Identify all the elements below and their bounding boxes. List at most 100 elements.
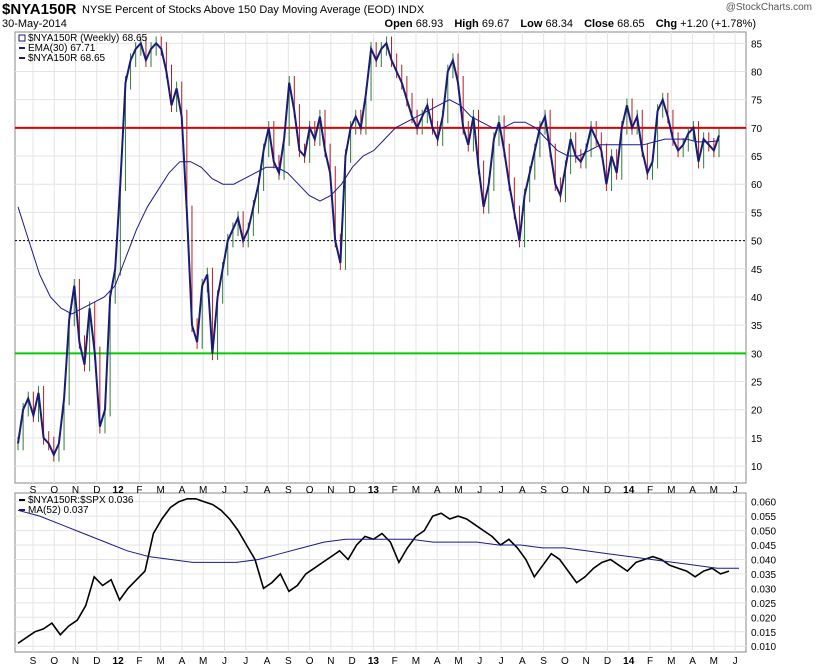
x-tick-label: D xyxy=(349,485,356,496)
x-tick-label: D xyxy=(93,485,100,496)
low-label: Low xyxy=(520,18,543,30)
x-tick-label: J xyxy=(243,485,248,496)
chart-title: NYSE Percent of Stocks Above 150 Day Mov… xyxy=(82,4,425,16)
x-tick-label: A xyxy=(519,485,526,496)
x-tick-label: N xyxy=(327,656,334,667)
legend-entry: EMA(30) 67.71 xyxy=(28,43,96,54)
stockcharts-watermark[interactable]: @StockCharts.com xyxy=(725,2,812,13)
x-tick-label: O xyxy=(561,485,569,496)
x-tick-label: 14 xyxy=(623,656,635,667)
symbol-label: $NYA150R xyxy=(2,1,77,18)
x-tick-label: D xyxy=(604,656,611,667)
x-tick-label: 12 xyxy=(113,656,125,667)
open-label: Open xyxy=(384,18,413,30)
x-tick-label: F xyxy=(136,485,142,496)
x-tick-label: D xyxy=(604,485,611,496)
x-tick-label: M xyxy=(199,656,207,667)
y-tick-label: 45 xyxy=(751,265,763,276)
y-tick-label: 15 xyxy=(751,434,763,445)
x-tick-label: 12 xyxy=(113,485,125,496)
x-tick-label: M xyxy=(412,656,420,667)
y-tick-label: 55 xyxy=(751,208,763,219)
lower-panel-frame xyxy=(14,492,747,653)
x-tick-label: A xyxy=(179,485,186,496)
x-tick-label: A xyxy=(689,485,696,496)
legend-entry: MA(52) 0.037 xyxy=(28,505,89,516)
x-tick-label: J xyxy=(499,656,504,667)
high-label: High xyxy=(454,18,479,30)
close-label: Close xyxy=(584,18,615,30)
y-tick-label: 0.055 xyxy=(751,512,776,523)
price-line xyxy=(17,41,720,458)
y-tick-label: 65 xyxy=(751,152,763,163)
x-tick-label: A xyxy=(434,656,441,667)
x-tick-label: J xyxy=(499,485,504,496)
y-tick-label: 75 xyxy=(751,96,763,107)
x-tick-label: J xyxy=(477,656,482,667)
close-value: 68.65 xyxy=(617,18,645,30)
chart-date: 30-May-2014 xyxy=(2,18,67,30)
chg-label: Chg xyxy=(655,18,678,30)
chg-value: +1.20 (+1.78%) xyxy=(680,18,756,30)
y-tick-label: 0.030 xyxy=(751,584,776,595)
y-tick-label: 30 xyxy=(751,349,763,360)
y-tick-label: 0.045 xyxy=(751,541,776,552)
x-tick-label: N xyxy=(583,656,590,667)
x-tick-label: F xyxy=(392,656,398,667)
chart-header: $NYA150R NYSE Percent of Stocks Above 15… xyxy=(0,0,820,32)
y-tick-label: 0.015 xyxy=(751,628,776,639)
x-tick-label: 13 xyxy=(368,656,380,667)
y-tick-label: 70 xyxy=(751,124,763,135)
x-tick-label: O xyxy=(306,485,314,496)
x-tick-label: J xyxy=(733,656,738,667)
x-tick-label: S xyxy=(285,485,292,496)
x-tick-label: D xyxy=(349,656,356,667)
main-panel-frame xyxy=(14,31,747,484)
x-tick-label: A xyxy=(179,656,186,667)
x-tick-label: J xyxy=(222,485,227,496)
x-tick-label: J xyxy=(733,485,738,496)
x-tick-label: J xyxy=(243,656,248,667)
legend-entry: $NYA150R 68.65 xyxy=(28,53,106,64)
y-tick-label: 0.025 xyxy=(751,599,776,610)
y-tick-label: 0.020 xyxy=(751,613,776,624)
x-tick-label: S xyxy=(30,656,37,667)
x-tick-label: J xyxy=(222,656,227,667)
x-tick-label: M xyxy=(710,485,718,496)
x-tick-label: M xyxy=(667,485,675,496)
x-tick-label: M xyxy=(710,656,718,667)
x-tick-label: D xyxy=(93,656,100,667)
x-tick-label: J xyxy=(477,485,482,496)
x-tick-label: O xyxy=(50,485,58,496)
x-tick-label: O xyxy=(50,656,58,667)
y-tick-label: 50 xyxy=(751,237,763,248)
x-tick-label: A xyxy=(434,485,441,496)
y-tick-label: 40 xyxy=(751,293,763,304)
high-value: 69.67 xyxy=(481,18,510,30)
x-tick-label: N xyxy=(583,485,590,496)
y-tick-label: 0.010 xyxy=(751,642,776,653)
legend-entry: $NYA150R:$SPX 0.036 xyxy=(28,495,134,506)
x-tick-label: S xyxy=(285,656,292,667)
x-tick-label: M xyxy=(454,656,462,667)
y-tick-label: 10 xyxy=(751,462,763,473)
y-tick-label: 0.060 xyxy=(751,498,776,509)
x-tick-label: N xyxy=(72,485,79,496)
ema-line xyxy=(17,99,720,315)
legend-entry: $NYA150R (Weekly) 68.65 xyxy=(28,33,148,44)
y-tick-label: 80 xyxy=(751,67,763,78)
x-tick-label: A xyxy=(689,656,696,667)
x-tick-label: S xyxy=(540,656,547,667)
x-tick-label: F xyxy=(136,656,142,667)
x-tick-label: F xyxy=(392,485,398,496)
x-tick-label: S xyxy=(30,485,37,496)
y-tick-label: 85 xyxy=(751,39,763,50)
x-tick-label: F xyxy=(647,656,653,667)
y-tick-label: 0.035 xyxy=(751,570,776,581)
x-tick-label: A xyxy=(519,656,526,667)
x-tick-label: M xyxy=(156,656,164,667)
low-value: 68.34 xyxy=(545,18,574,30)
x-tick-label: N xyxy=(72,656,79,667)
x-tick-label: 13 xyxy=(368,485,380,496)
